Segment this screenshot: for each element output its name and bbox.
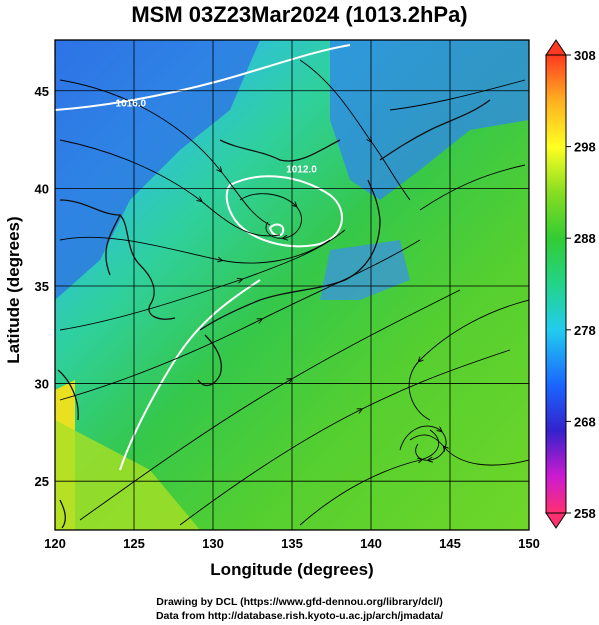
streamline (59, 236, 331, 264)
y-tick-label: 35 (35, 279, 49, 294)
isobar-label: 1012.0 (286, 165, 317, 176)
isobar-1012-ring (225, 175, 343, 248)
graticule (55, 40, 529, 530)
chart-title: MSM 03Z23Mar2024 (1013.2hPa) (131, 2, 468, 27)
coastline-bohai (59, 199, 122, 276)
x-tick-label: 135 (281, 536, 303, 551)
streamline (179, 349, 511, 526)
y-tick-label: 45 (35, 84, 49, 99)
colorbar-tick-label: 288 (574, 231, 596, 246)
cold-region-japan (320, 240, 410, 300)
colorbar-tick-label: 308 (574, 48, 596, 63)
colorbar-upper-triangle (545, 39, 567, 56)
coastline-china-east (57, 369, 79, 421)
coastline-korea (119, 214, 176, 320)
streamline (59, 229, 346, 331)
streamline (299, 59, 411, 201)
map-frame (54, 39, 530, 531)
x-axis-title: Longitude (degrees) (210, 560, 374, 579)
cold-air-region-north (330, 40, 529, 200)
colorbar-tick-label: 278 (574, 323, 596, 338)
x-tick-label: 130 (202, 536, 224, 551)
isobar-south (119, 279, 261, 471)
streamline (419, 164, 526, 211)
coastline-honshu (199, 179, 381, 331)
credit-drawing: Drawing by DCL (https://www.gfd-dennou.o… (156, 596, 443, 608)
streamline (79, 289, 461, 521)
streamline-cyclonic-south (399, 425, 447, 460)
isobar-1016 (55, 44, 351, 111)
credit-data: Data from http://database.rish.kyoto-u.a… (155, 610, 444, 622)
isobar-labels: 1016.0 1012.0 (116, 98, 318, 175)
y-tick-labels: 25 30 35 40 45 (35, 84, 49, 489)
x-tick-label: 120 (44, 536, 66, 551)
streamline (59, 139, 281, 237)
colorbar: 308 298 288 278 268 258 (545, 39, 596, 529)
y-axis-title: Latitude (degrees) (4, 216, 23, 364)
y-tick-label: 40 (35, 181, 49, 196)
y-tick-label: 25 (35, 474, 49, 489)
coastline-hokkaido (379, 99, 491, 161)
y-tick-label: 30 (35, 377, 49, 392)
warm-region-south (55, 420, 200, 530)
streamline (389, 79, 526, 111)
coastline-primorye (219, 139, 341, 162)
colorbar-tick-label: 298 (574, 140, 596, 155)
x-tick-label: 140 (360, 536, 382, 551)
x-tick-label: 125 (123, 536, 145, 551)
streamline (59, 79, 271, 226)
colorbar-body (545, 54, 567, 514)
x-tick-label: 145 (439, 536, 461, 551)
streamline (408, 299, 529, 421)
x-tick-label: 150 (518, 536, 540, 551)
coastline-taiwan (59, 499, 66, 529)
x-tick-labels: 120 125 130 135 140 145 150 (44, 536, 540, 551)
colorbar-lower-triangle (545, 512, 567, 529)
streamline (59, 239, 421, 401)
colorbar-tick-label: 268 (574, 414, 596, 429)
streamline-cyclonic (239, 193, 302, 239)
colorbar-tick-label: 258 (574, 506, 596, 521)
wind-streamlines (59, 59, 529, 526)
colorbar-ticks: 308 298 288 278 268 258 (566, 48, 596, 521)
isobar-label: 1016.0 (116, 98, 147, 109)
